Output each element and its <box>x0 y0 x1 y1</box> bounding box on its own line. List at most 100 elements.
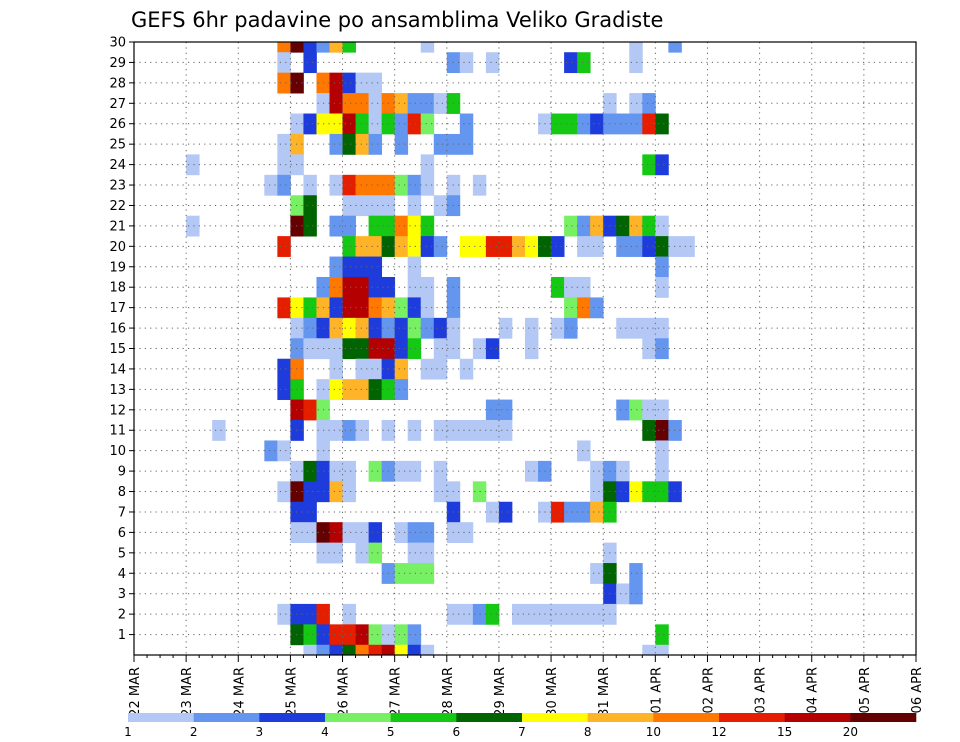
heatmap-cell <box>394 358 409 380</box>
heatmap-cell <box>577 215 591 237</box>
heatmap-cell <box>459 603 474 625</box>
colorbar-segment <box>325 713 391 722</box>
heatmap-cell <box>329 297 343 319</box>
y-tick-label: 12 <box>109 403 126 418</box>
heatmap-cell <box>485 420 500 441</box>
heatmap-cell <box>433 133 448 155</box>
heatmap-cell <box>564 297 578 319</box>
heatmap-cell <box>394 113 409 135</box>
heatmap-cell <box>459 133 474 155</box>
heatmap-cell <box>525 236 539 257</box>
heatmap-cell <box>368 624 383 646</box>
heatmap-cell <box>329 215 343 237</box>
heatmap-cell <box>342 42 356 53</box>
y-tick-label: 10 <box>109 444 126 459</box>
heatmap-cell <box>485 236 500 257</box>
x-tick-label: 29 MAR <box>493 667 508 717</box>
x-tick-label: 06 APR <box>910 667 925 713</box>
heatmap-cell <box>577 440 591 462</box>
heatmap-cell <box>551 113 565 135</box>
heatmap-cell <box>420 42 435 53</box>
y-tick-label: 30 <box>109 36 126 51</box>
colorbar-label: 8 <box>584 725 592 739</box>
heatmap-cell <box>420 317 435 339</box>
heatmap-cell <box>355 338 369 360</box>
heatmap-cell <box>394 624 409 646</box>
heatmap-cell <box>577 603 591 625</box>
heatmap-cell <box>342 113 356 135</box>
heatmap-cell <box>303 522 317 544</box>
heatmap-cell <box>472 603 487 625</box>
heatmap-cell <box>564 276 578 298</box>
heatmap-cell <box>420 154 435 176</box>
heatmap-cell <box>368 317 383 339</box>
heatmap-cell <box>629 113 643 135</box>
heatmap-cell <box>472 338 487 360</box>
heatmap-cell <box>459 358 474 380</box>
heatmap-cell <box>577 276 591 298</box>
heatmap-cell <box>394 317 409 339</box>
heatmap-cell <box>329 358 343 380</box>
heatmap-cell <box>420 215 435 237</box>
heatmap-cell <box>629 583 643 605</box>
heatmap-cell <box>303 52 317 74</box>
heatmap-cell <box>329 481 343 503</box>
colorbar-segment <box>522 713 588 722</box>
y-tick-label: 1 <box>118 628 126 643</box>
heatmap-cell <box>407 542 422 564</box>
y-tick-label: 24 <box>109 158 126 173</box>
heatmap-cell <box>368 93 383 114</box>
heatmap-cell <box>459 113 474 135</box>
heatmap-cell <box>303 215 317 237</box>
heatmap-cell <box>564 603 578 625</box>
heatmap-cell <box>329 420 343 441</box>
colorbar-segment <box>193 713 260 722</box>
heatmap-cell <box>342 215 356 237</box>
heatmap-cell <box>368 460 383 482</box>
colorbar-label: 5 <box>387 725 395 739</box>
heatmap-cell <box>655 644 669 656</box>
y-tick-label: 14 <box>109 362 126 377</box>
heatmap-cell <box>655 624 669 646</box>
heatmap-cell <box>407 338 422 360</box>
y-tick-label: 26 <box>109 117 126 132</box>
heatmap-cell <box>590 460 604 482</box>
x-tick-label: 02 APR <box>701 667 716 713</box>
heatmap-cell <box>551 276 565 298</box>
heatmap-cell <box>655 338 669 360</box>
heatmap-cell <box>655 460 669 482</box>
heatmap-cell <box>420 113 435 135</box>
heatmap-cell <box>577 52 591 74</box>
heatmap-cell <box>277 358 291 380</box>
heatmap-cell <box>342 603 356 625</box>
heatmap-cell <box>655 276 669 298</box>
x-tick-label: 28 MAR <box>441 667 456 717</box>
y-tick-label: 8 <box>118 485 126 500</box>
heatmap-cell <box>355 297 369 319</box>
colorbar-segment <box>456 713 523 722</box>
heatmap-cell <box>355 522 369 544</box>
heatmap-cell <box>394 522 409 544</box>
y-tick-label: 2 <box>118 608 126 623</box>
heatmap-cell <box>407 256 422 278</box>
heatmap-cell <box>655 256 669 278</box>
heatmap-cell <box>459 522 474 544</box>
colorbar-label: 1 <box>124 725 132 739</box>
heatmap-cell <box>642 154 656 176</box>
heatmap-cell <box>394 644 409 656</box>
heatmap-cell <box>277 603 291 625</box>
heatmap-cell <box>355 195 369 217</box>
heatmap-cell <box>472 420 487 441</box>
heatmap-cell <box>264 174 278 196</box>
x-tick-label: 25 MAR <box>284 667 299 717</box>
heatmap-cell <box>316 42 330 53</box>
heatmap-cells <box>186 42 695 656</box>
heatmap-cell <box>577 297 591 319</box>
heatmap-cell <box>394 460 409 482</box>
heatmap-cell <box>616 236 630 257</box>
heatmap-cell <box>407 174 422 196</box>
y-tick-label: 6 <box>118 526 126 541</box>
heatmap-cell <box>342 297 356 319</box>
heatmap-cell <box>316 644 330 656</box>
